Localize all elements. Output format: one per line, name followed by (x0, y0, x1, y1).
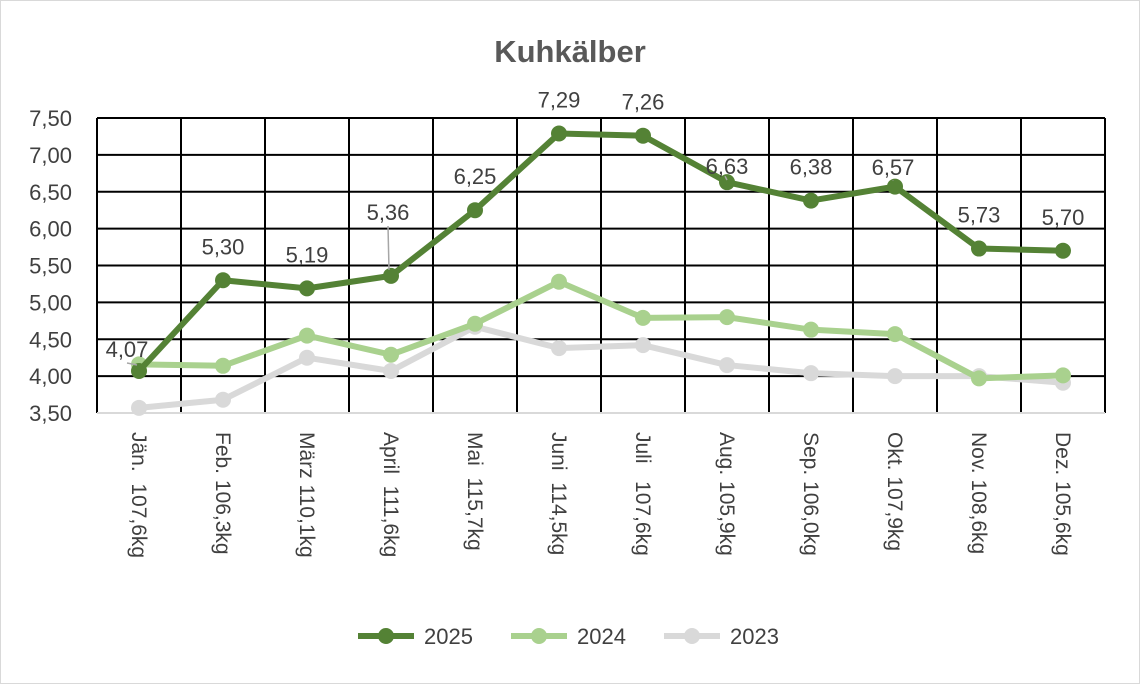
series-line-2024 (136, 278, 1066, 382)
data-point-2023 (635, 337, 651, 354)
x-tick-label: Juli 107,6kg (631, 432, 654, 556)
x-tick-label: Mai 115,7kg (463, 432, 486, 551)
legend-marker-2023 (684, 628, 700, 644)
data-point-2025 (1055, 242, 1071, 259)
y-tick-label: 7,00 (29, 143, 72, 168)
data-label: 6,38 (790, 155, 833, 180)
data-label: 5,73 (958, 203, 1001, 228)
leader-line (387, 225, 390, 270)
legend-marker-2025 (378, 628, 394, 644)
data-label: 5,70 (1042, 205, 1085, 230)
leader-line (724, 175, 728, 181)
data-label: 5,36 (367, 200, 410, 225)
data-label: 5,19 (286, 242, 329, 267)
data-label: 6,63 (706, 154, 749, 179)
data-point-2024 (719, 309, 735, 326)
x-tick-label: Jän. 107,6kg (127, 432, 150, 558)
data-point-2024 (887, 326, 903, 343)
y-tick-label: 5,50 (29, 254, 72, 279)
data-point-2025 (215, 272, 231, 289)
data-point-2025 (467, 202, 483, 219)
data-label: 4,07 (106, 337, 149, 362)
x-tick-label: Sep. 106,0kg (799, 432, 822, 556)
y-tick-label: 6,00 (29, 217, 72, 242)
x-tick-label: Nov. 108,6kg (967, 432, 990, 554)
y-tick-label: 4,50 (29, 327, 72, 352)
x-tick-label: Aug. 105,9kg (715, 432, 738, 556)
y-tick-label: 5,00 (29, 290, 72, 315)
data-point-2024 (635, 309, 651, 326)
data-point-2025 (971, 240, 987, 257)
data-point-2025 (299, 280, 315, 297)
data-point-2023 (551, 340, 567, 357)
data-label: 7,29 (538, 87, 581, 112)
data-point-2024 (1055, 367, 1071, 384)
data-point-2024 (299, 327, 315, 344)
leader-line (126, 362, 138, 366)
data-point-2025 (887, 178, 903, 195)
data-point-2025 (383, 267, 399, 284)
legend-marker-2024 (531, 628, 547, 644)
x-tick-label: März 110,1kg (295, 432, 318, 558)
legend-label: 2025 (424, 624, 473, 649)
series-line-2025 (136, 130, 1066, 374)
data-label: 7,26 (622, 90, 665, 115)
data-point-2024 (467, 315, 483, 332)
data-point-2024 (971, 370, 987, 387)
data-point-2023 (299, 349, 315, 366)
y-tick-label: 3,50 (29, 401, 72, 426)
data-point-2025 (635, 127, 651, 144)
data-point-2024 (215, 357, 231, 374)
x-tick-label: Okt. 107,9kg (883, 432, 906, 551)
data-point-2023 (887, 368, 903, 385)
x-tick-label: Dez. 105,6kg (1051, 432, 1074, 556)
data-point-2025 (803, 192, 819, 209)
data-point-2025 (719, 174, 735, 191)
data-label: 6,25 (454, 164, 497, 189)
data-point-2023 (719, 357, 735, 374)
legend-label: 2024 (577, 624, 626, 649)
x-tick-label: Juni 114,5kg (547, 432, 570, 555)
y-tick-label: 4,00 (29, 364, 72, 389)
data-point-2025 (131, 362, 147, 379)
data-label: 6,57 (872, 155, 915, 180)
chart-title: Kuhkälber (494, 34, 646, 69)
data-point-2023 (131, 399, 147, 416)
y-tick-label: 7,50 (29, 106, 72, 131)
data-point-2024 (383, 346, 399, 363)
y-tick-label: 6,50 (29, 180, 72, 205)
data-point-2023 (383, 362, 399, 379)
data-point-2025 (551, 125, 567, 142)
x-tick-label: April 111,6kg (379, 432, 402, 557)
data-point-2024 (551, 273, 567, 290)
x-tick-label: Feb. 106,3kg (211, 432, 234, 555)
legend-label: 2023 (730, 624, 779, 649)
series-line-2023 (136, 323, 1066, 411)
data-label: 5,30 (202, 234, 245, 259)
data-point-2024 (803, 321, 819, 338)
data-point-2023 (215, 391, 231, 408)
data-point-2023 (803, 365, 819, 382)
